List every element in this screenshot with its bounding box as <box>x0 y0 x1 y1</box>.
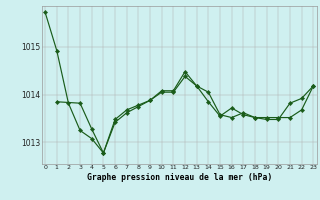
X-axis label: Graphe pression niveau de la mer (hPa): Graphe pression niveau de la mer (hPa) <box>87 173 272 182</box>
